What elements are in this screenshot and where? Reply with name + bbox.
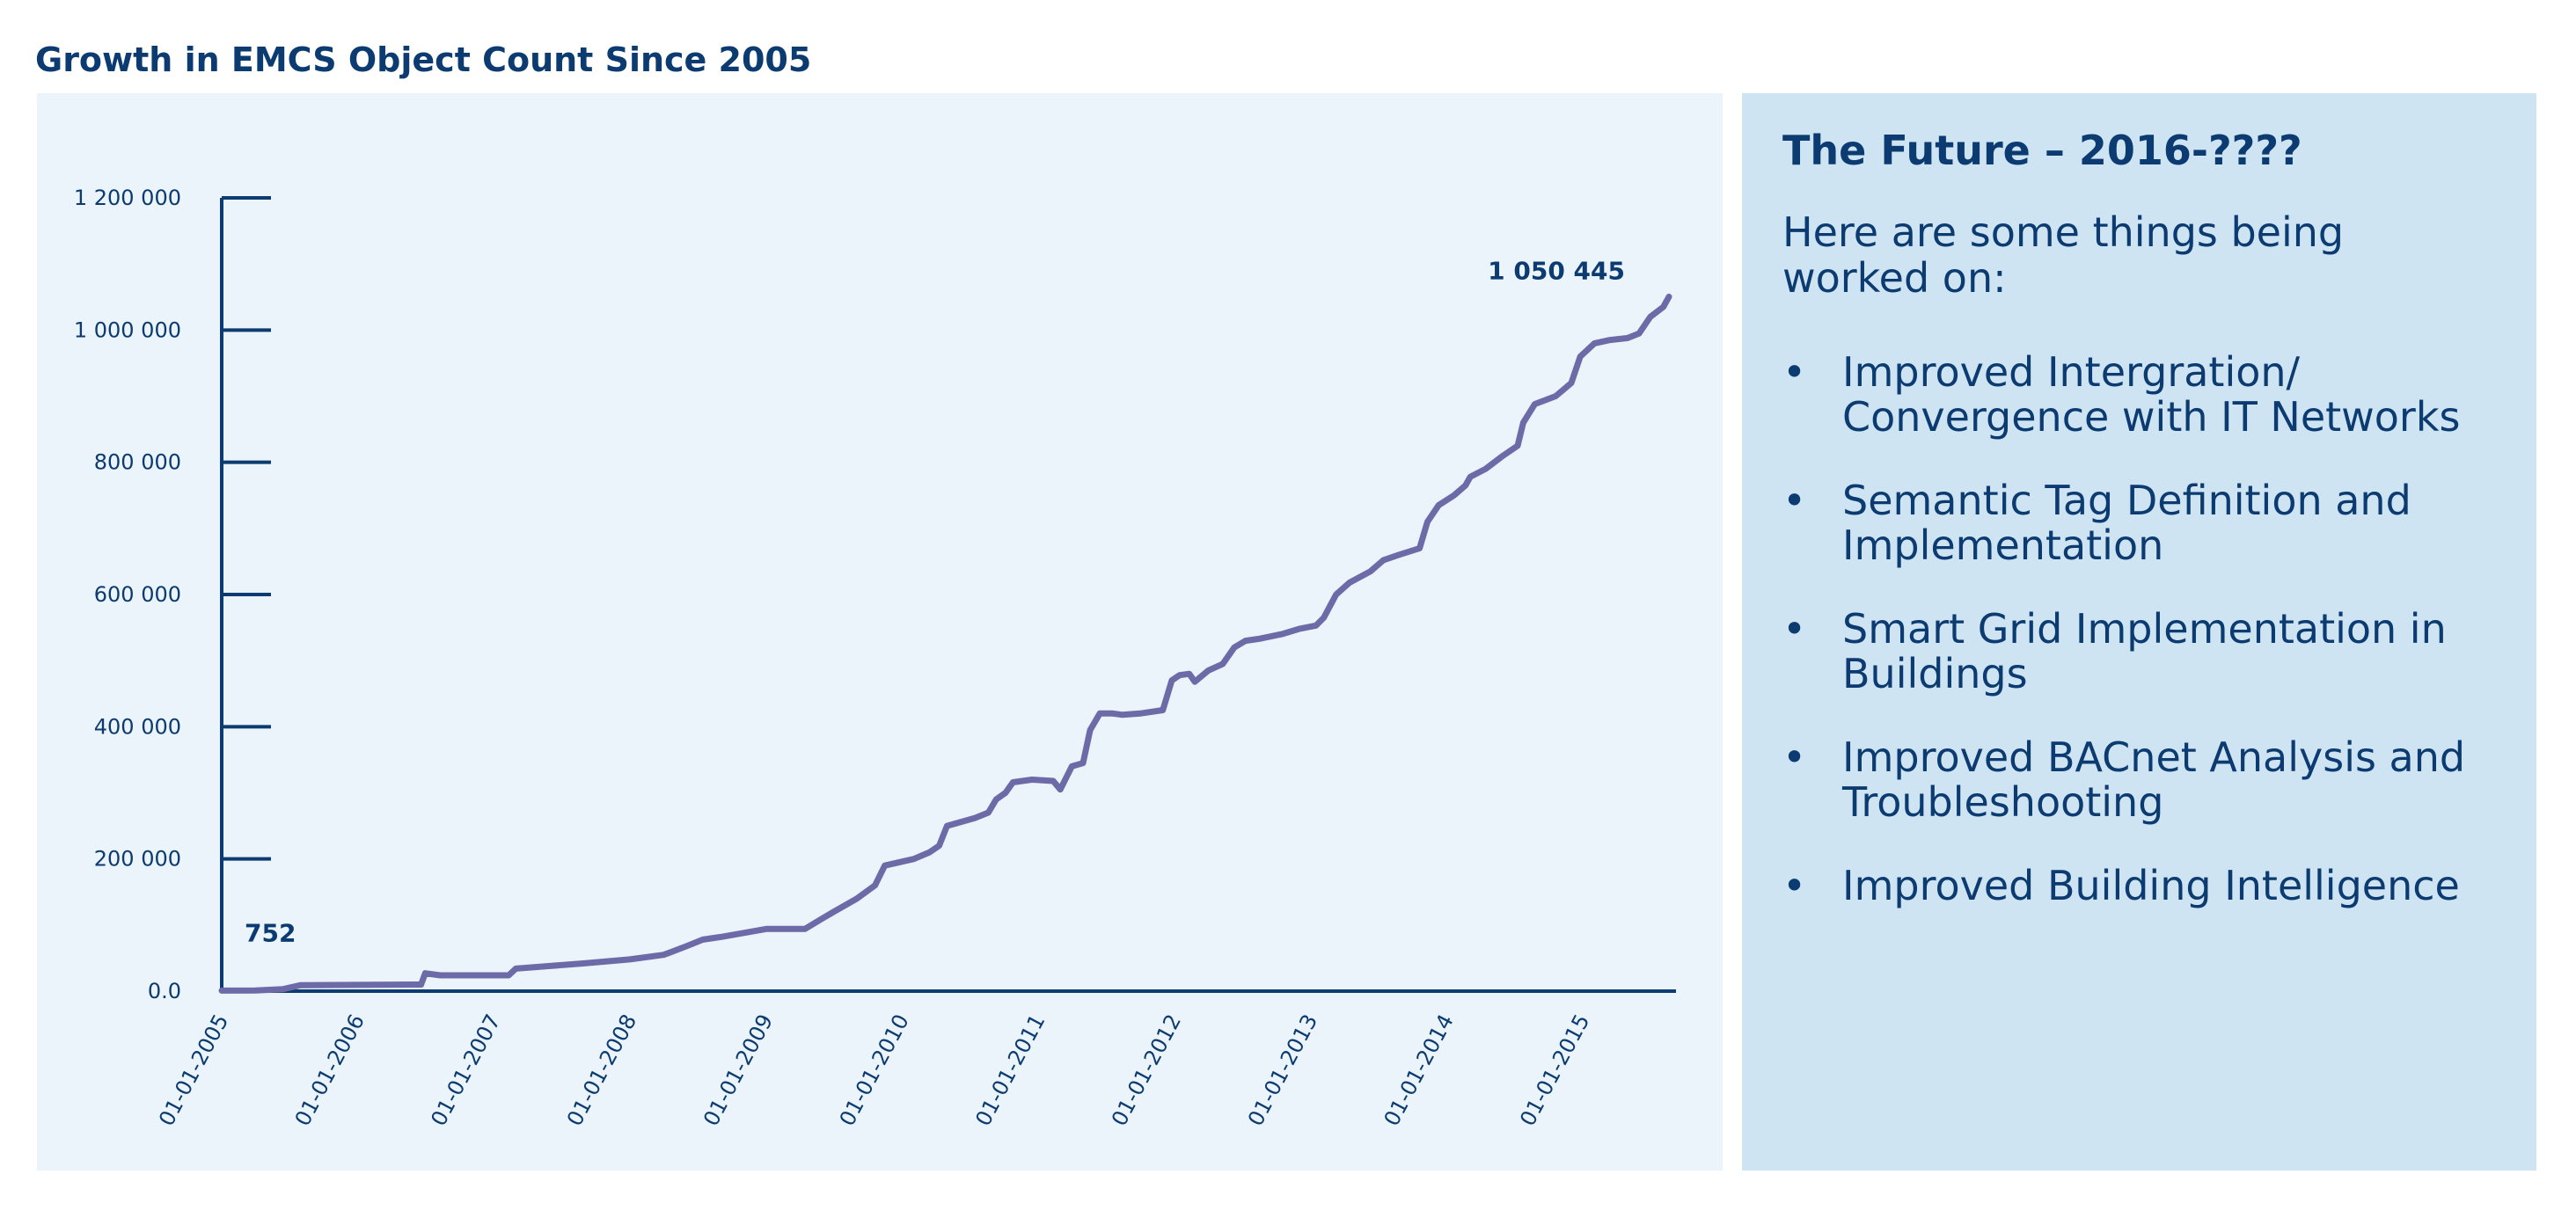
y-axis: 0.0 200 000 400 000 600 000 800 000 1 000 000… <box>74 186 271 1003</box>
list-item-text: Improved Building Intelligence <box>1842 862 2460 909</box>
series-group <box>218 293 1672 994</box>
x-tick-label: 01-01-2010 <box>835 1010 914 1130</box>
y-tick-label: 600 000 <box>94 582 181 607</box>
bullet-icon: • <box>1782 862 1807 909</box>
future-items-list: • Improved Intergration/ Convergence with… <box>1782 350 2501 908</box>
list-item: • Improved Intergration/ Convergence with… <box>1782 350 2501 440</box>
x-tick-label: 01-01-2013 <box>1243 1010 1322 1130</box>
x-tick-label: 01-01-2006 <box>290 1010 370 1130</box>
y-tick-label: 800 000 <box>94 450 181 475</box>
series-line <box>218 293 1672 994</box>
list-item-text: Improved Intergration/ Convergence with … <box>1842 348 2461 441</box>
x-tick-label: 01-01-2007 <box>426 1010 505 1130</box>
x-tick-label: 01-01-2015 <box>1515 1010 1594 1130</box>
list-item-text: Improved BACnet Analysis and Troubleshoo… <box>1842 733 2466 826</box>
annotation-group: 752 1 050 445 <box>245 256 1625 947</box>
list-item: • Semantic Tag Definition and Implementat… <box>1782 478 2501 568</box>
growth-line-chart: 0.0 200 000 400 000 600 000 800 000 1 000 000… <box>74 186 1676 1130</box>
bullet-icon: • <box>1782 348 1807 396</box>
x-tick-label: 01-01-2008 <box>562 1010 641 1130</box>
info-heading: The Future – 2016-???? <box>1782 127 2302 174</box>
y-tick-label: 0.0 <box>148 979 181 1003</box>
list-item: • Improved BACnet Analysis and Troublesho… <box>1782 735 2501 825</box>
list-item: • Smart Grid Implementation in Buildings <box>1782 607 2501 697</box>
y-tick-label: 200 000 <box>94 847 181 872</box>
bullet-icon: • <box>1782 605 1807 653</box>
x-tick-label: 01-01-2011 <box>970 1010 1050 1130</box>
y-tick-label: 400 000 <box>94 714 181 739</box>
x-tick-label: 01-01-2009 <box>699 1010 778 1130</box>
chart-panel: 0.0 200 000 400 000 600 000 800 000 1 000 000… <box>37 93 1723 1171</box>
info-intro: Here are some things being worked on: <box>1782 208 2345 302</box>
bullet-icon: • <box>1782 733 1807 781</box>
end-value-label: 1 050 445 <box>1488 256 1625 285</box>
x-axis: 01-01-2005 01-01-2006 01-01-2007 01-01-2008… <box>154 989 1676 1130</box>
y-tick-label: 1 200 000 <box>74 186 181 210</box>
x-tick-label: 01-01-2005 <box>154 1010 233 1130</box>
list-item-text: Smart Grid Implementation in Buildings <box>1842 605 2447 697</box>
start-value-label: 752 <box>245 918 296 947</box>
x-tick-label: 01-01-2014 <box>1379 1010 1459 1130</box>
y-tick-label: 1 000 000 <box>74 317 181 342</box>
page-title: Growth in EMCS Object Count Since 2005 <box>35 40 812 79</box>
future-info-panel: The Future – 2016-???? Here are some thi… <box>1742 93 2536 1171</box>
x-tick-label: 01-01-2012 <box>1107 1010 1186 1130</box>
bullet-icon: • <box>1782 477 1807 524</box>
list-item-text: Semantic Tag Definition and Implementati… <box>1842 477 2411 569</box>
list-item: • Improved Building Intelligence <box>1782 864 2501 908</box>
